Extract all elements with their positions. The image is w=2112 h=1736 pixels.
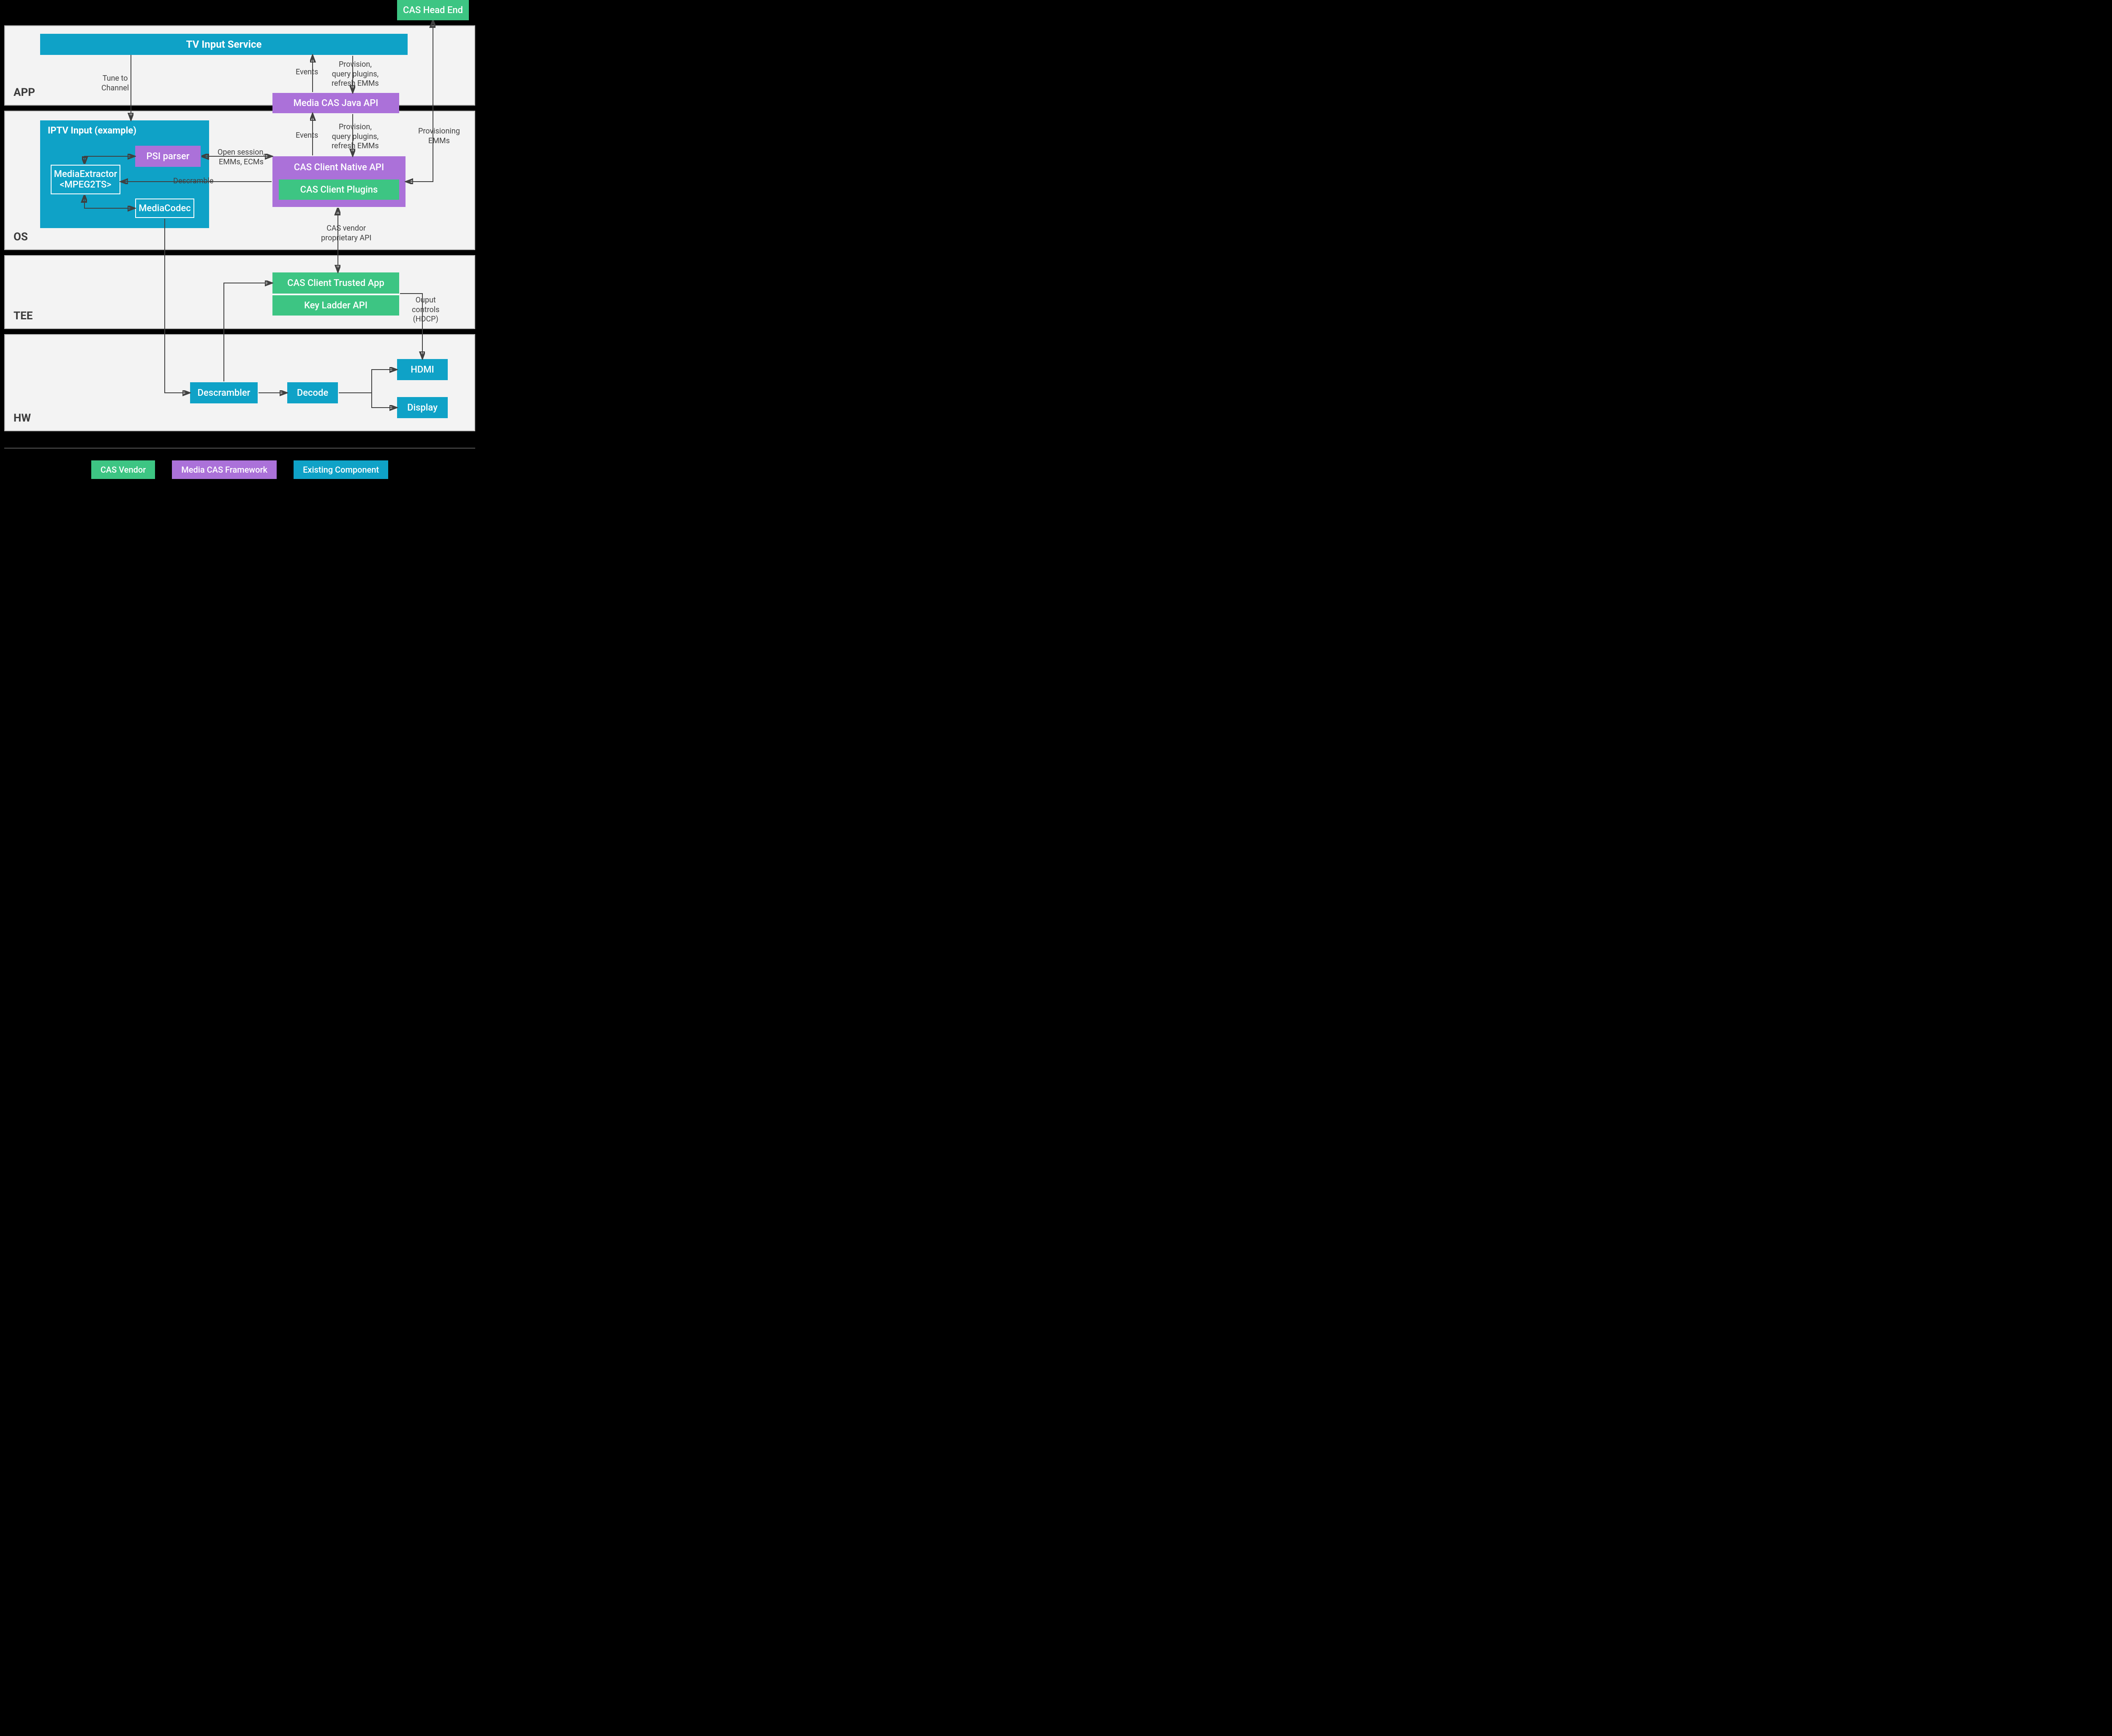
edge-label-cas-prop: CAS vendorproprietary API (321, 224, 371, 243)
edge-label-descramble: Descramble (173, 177, 213, 186)
node-key-ladder: Key Ladder API (272, 294, 399, 316)
node-label: TV Input Service (186, 38, 262, 50)
edge-label-open-sess: Open session,EMMs, ECMs (218, 148, 265, 167)
node-label: Media CAS Java API (294, 98, 378, 109)
node-label: MediaExtractor<MPEG2TS> (54, 169, 117, 190)
layer-app-label: APP (14, 86, 35, 99)
node-cas-client-plugins: CAS Client Plugins (279, 180, 399, 200)
node-label: Key Ladder API (304, 300, 367, 311)
node-label: CAS Head End (403, 5, 463, 16)
node-psi-parser: PSI parser (135, 146, 201, 167)
layer-os-label: OS (14, 231, 28, 243)
node-label: CAS Client Plugins (300, 185, 378, 195)
edge-label-events2: Events (296, 131, 318, 141)
node-decode: Decode (287, 382, 338, 403)
node-label: IPTV Input (example) (48, 125, 136, 136)
edge-label-out-ctrl: Ouputcontrols(HDCP) (412, 296, 439, 324)
node-label: PSI parser (147, 151, 190, 162)
node-label: CAS Client Native API (294, 162, 384, 173)
edge-label-prov-emms: ProvisioningEMMs (418, 127, 460, 146)
node-cas-head-end: CAS Head End (397, 0, 469, 20)
edge-label-tune: Tune toChannel (101, 74, 129, 93)
legend: CAS Vendor Media CAS Framework Existing … (0, 460, 479, 479)
divider (4, 448, 475, 449)
legend-cas-vendor: CAS Vendor (91, 460, 155, 479)
node-label: MediaCodec (139, 203, 191, 214)
node-hdmi: HDMI (397, 359, 448, 380)
node-label: CAS Client Trusted App (287, 278, 384, 288)
node-media-codec: MediaCodec (135, 199, 194, 218)
legend-existing: Existing Component (294, 460, 388, 479)
diagram-canvas: APP OS TEE HW CAS Head End TV Input Serv… (0, 0, 617, 507)
node-descrambler: Descrambler (190, 382, 258, 403)
node-media-cas-java: Media CAS Java API (272, 93, 399, 113)
node-cas-trusted: CAS Client Trusted App (272, 272, 399, 294)
node-label: HDMI (411, 365, 434, 375)
legend-media-cas: Media CAS Framework (172, 460, 277, 479)
node-label: Decode (297, 388, 328, 398)
edge-label-events1: Events (296, 68, 318, 77)
edge-label-prov1: Provision,query plugins,refresh EMMs (332, 60, 379, 89)
layer-hw-label: HW (14, 412, 31, 424)
node-media-extractor: MediaExtractor<MPEG2TS> (51, 165, 120, 194)
layer-tee: TEE (4, 255, 475, 329)
layer-tee-label: TEE (14, 310, 33, 322)
edge-label-prov2: Provision,query plugins,refresh EMMs (332, 122, 379, 151)
node-tv-input: TV Input Service (40, 34, 408, 55)
node-display: Display (397, 397, 448, 418)
node-label: Display (407, 403, 438, 413)
node-label: Descrambler (198, 388, 250, 398)
